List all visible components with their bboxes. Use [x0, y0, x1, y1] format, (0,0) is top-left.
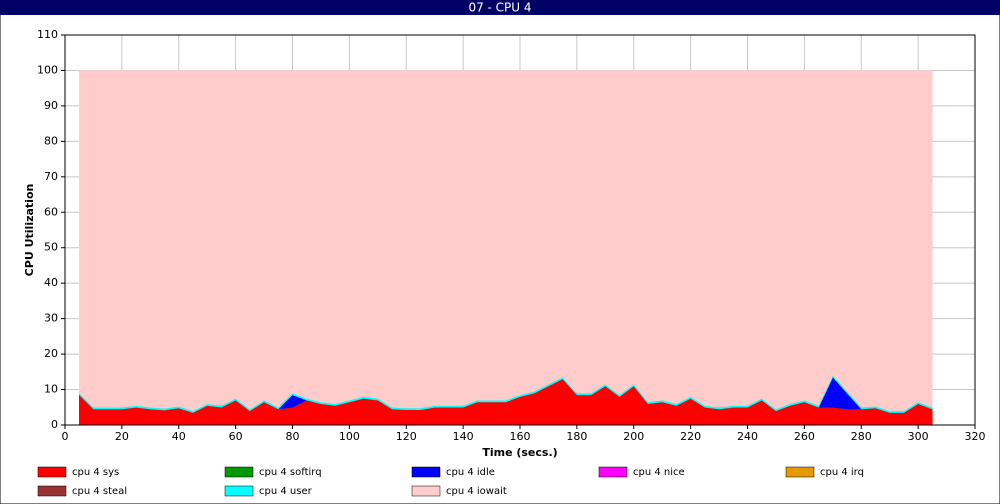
y-axis-label: CPU Utilization	[23, 184, 36, 277]
x-tick-label: 60	[229, 430, 243, 443]
y-tick-label: 50	[44, 241, 58, 254]
x-axis-label: Time (secs.)	[482, 446, 557, 459]
area	[78, 70, 933, 412]
title-bar	[0, 0, 1000, 15]
legend-swatch	[37, 466, 67, 478]
legend-label: cpu 4 sys	[72, 467, 119, 478]
legend-swatch	[411, 485, 441, 497]
y-tick-label: 110	[37, 28, 58, 41]
y-tick-label: 40	[44, 276, 58, 289]
x-tick-label: 160	[510, 430, 531, 443]
legend-label: cpu 4 user	[259, 486, 313, 497]
y-tick-label: 70	[44, 170, 58, 183]
x-tick-label: 0	[62, 430, 69, 443]
x-tick-label: 140	[453, 430, 474, 443]
x-tick-label: 220	[680, 430, 701, 443]
y-tick-label: 30	[44, 312, 58, 325]
x-tick-label: 180	[566, 430, 587, 443]
x-tick-label: 80	[286, 430, 300, 443]
x-tick-label: 200	[623, 430, 644, 443]
plot-border	[64, 34, 976, 426]
y-tick-label: 100	[37, 63, 58, 76]
x-tick-label: 300	[908, 430, 929, 443]
x-tick-label: 40	[172, 430, 186, 443]
x-tick-label: 280	[851, 430, 872, 443]
legend-label: cpu 4 steal	[72, 486, 127, 497]
x-tick-label: 260	[794, 430, 815, 443]
legend-swatch	[785, 466, 815, 478]
x-tick-label: 100	[339, 430, 360, 443]
legend-swatch	[411, 466, 441, 478]
legend-swatch	[37, 485, 67, 497]
legend-swatch	[224, 485, 254, 497]
legend-label: cpu 4 nice	[633, 467, 685, 478]
legend-label: cpu 4 irq	[820, 467, 864, 478]
x-tick-label: 20	[115, 430, 129, 443]
y-tick-label: 10	[44, 383, 58, 396]
legend-label: cpu 4 softirq	[259, 467, 322, 478]
legend-label: cpu 4 iowait	[446, 486, 507, 497]
x-tick-label: 240	[737, 430, 758, 443]
chart-title: 07 - CPU 4	[468, 1, 531, 15]
x-tick-label: 320	[965, 430, 986, 443]
y-tick-label: 90	[44, 99, 58, 112]
legend-label: cpu 4 idle	[446, 467, 495, 478]
y-tick-label: 60	[44, 205, 58, 218]
legend-swatch	[598, 466, 628, 478]
x-tick-label: 120	[396, 430, 417, 443]
legend-swatch	[224, 466, 254, 478]
y-tick-label: 0	[51, 418, 58, 431]
y-tick-label: 20	[44, 347, 58, 360]
y-tick-label: 80	[44, 134, 58, 147]
